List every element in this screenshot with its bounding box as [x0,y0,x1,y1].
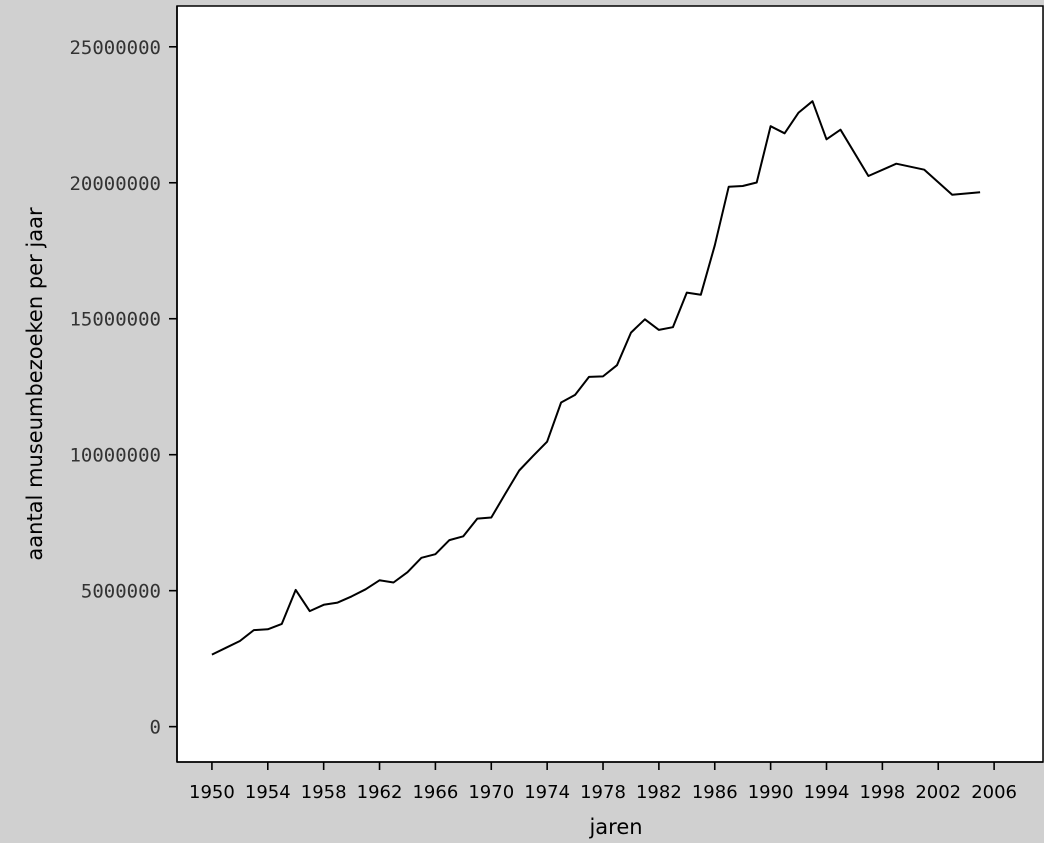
series-line [211,100,981,656]
x-tick-label: 1970 [468,782,514,803]
x-tick-label: 2002 [915,782,961,803]
x-tick-label: 1978 [580,782,626,803]
x-axis-ticks: 1950 1954 1958 1962 1966 1970 1974 1978 1982 1986… [189,762,1017,803]
x-axis-title: jaren [588,815,642,839]
x-tick-label: 1982 [636,782,682,803]
y-axis-ticks: 0 5000000 10000000 15000000 20000000 25000000 [69,37,177,739]
y-tick-label: 25000000 [69,37,161,59]
x-tick-label: 1990 [748,782,794,803]
y-tick-label: 0 [150,717,161,739]
x-tick-label: 1974 [524,782,570,803]
plot-area [176,5,1044,763]
x-tick-label: 1950 [189,782,235,803]
y-tick-label: 10000000 [69,445,161,467]
x-tick-label: 1994 [804,782,850,803]
y-axis-title: aantal museumbezoeken per jaar [23,207,47,561]
x-tick-label: 1998 [859,782,905,803]
x-tick-label: 1986 [692,782,738,803]
y-tick-label: 20000000 [69,173,161,195]
x-tick-label: 1962 [357,782,403,803]
x-tick-label: 1966 [412,782,458,803]
y-tick-label: 15000000 [69,309,161,331]
x-tick-label: 2006 [971,782,1017,803]
y-tick-label: 5000000 [81,581,161,603]
x-tick-label: 1954 [245,782,291,803]
x-tick-label: 1958 [301,782,347,803]
